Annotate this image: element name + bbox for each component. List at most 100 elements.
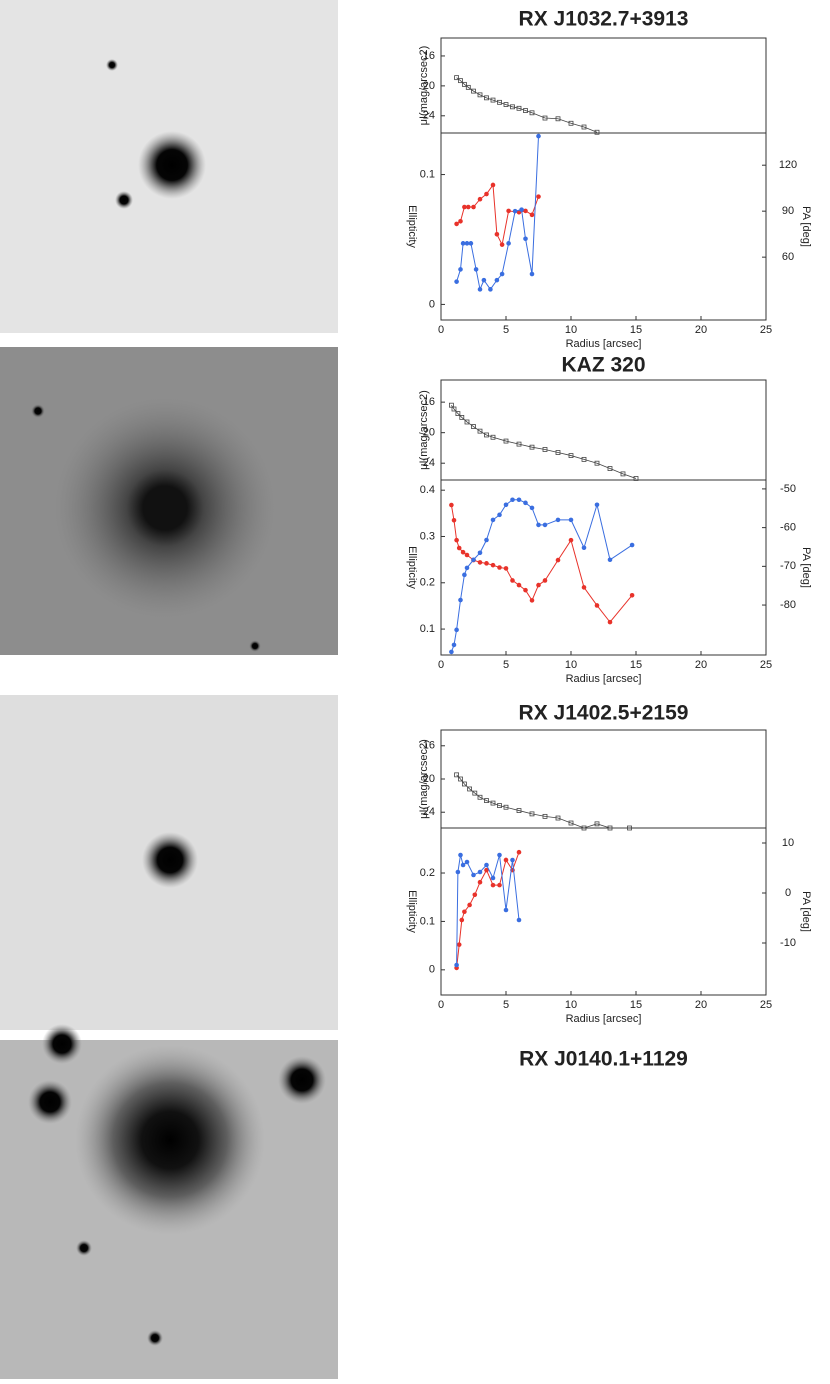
sb-point xyxy=(484,95,489,101)
y-tick-label: 0.2 xyxy=(420,577,435,589)
x-tick-label: 5 xyxy=(503,659,509,671)
sb-point xyxy=(529,811,535,817)
series-point xyxy=(477,287,483,292)
series-point xyxy=(506,241,511,246)
x-tick-label: 25 xyxy=(760,659,772,671)
x-tick-label: 0 xyxy=(438,999,444,1011)
series-point xyxy=(581,545,587,551)
series-point xyxy=(490,517,496,523)
sb-point xyxy=(458,78,463,84)
image-4 xyxy=(0,1024,338,1379)
x-axis-label: Radius [arcsec] xyxy=(566,338,642,350)
sb-point xyxy=(454,772,460,778)
series-point xyxy=(629,592,635,598)
x-tick-label: 5 xyxy=(503,999,509,1011)
sb-point xyxy=(484,432,489,438)
series-point xyxy=(594,502,600,508)
series-point xyxy=(536,582,541,588)
sb-point xyxy=(464,419,470,425)
series-point xyxy=(477,196,483,202)
x-tick-label: 20 xyxy=(695,659,707,671)
sb-point xyxy=(454,75,460,81)
series-point xyxy=(484,561,489,566)
series-point xyxy=(456,545,462,551)
series-point xyxy=(460,862,466,868)
sb-y-tick-label: 16 xyxy=(423,740,435,752)
series-point xyxy=(464,241,470,246)
series-point xyxy=(458,219,463,224)
y2-tick-label: 90 xyxy=(782,205,794,217)
sb-y-axis-label: μI(mag/arcsec2) xyxy=(418,390,430,470)
series-point xyxy=(568,517,574,523)
series-point xyxy=(497,882,502,888)
series-point xyxy=(459,917,465,923)
sb-y-axis-label: μI(mag/arcsec2) xyxy=(418,46,430,126)
sb-y-tick-label: 24 xyxy=(423,457,435,469)
y2-tick-label: -80 xyxy=(780,599,796,611)
series-point xyxy=(510,578,515,583)
series-point xyxy=(484,862,489,868)
series-point xyxy=(464,552,470,558)
sb-point xyxy=(461,81,467,87)
y2-tick-label: -50 xyxy=(780,483,796,495)
sb-point xyxy=(503,438,509,444)
sb-point xyxy=(497,803,502,808)
x-tick-label: 0 xyxy=(438,324,444,336)
panel-title: RX J1402.5+2159 xyxy=(519,702,689,725)
series-point xyxy=(607,557,613,563)
sb-point xyxy=(490,800,496,806)
sb-point xyxy=(455,411,461,416)
series-point xyxy=(467,902,472,908)
series-point xyxy=(519,207,524,212)
y-axis-label: Ellipticity xyxy=(406,890,418,933)
sb-point xyxy=(568,820,574,826)
sb-point xyxy=(620,471,626,477)
image-3 xyxy=(0,695,338,1030)
sb-point xyxy=(594,460,600,466)
series-point xyxy=(494,231,500,237)
series-point xyxy=(555,557,561,563)
y2-tick-label: 60 xyxy=(782,251,794,263)
sb-point xyxy=(451,406,457,412)
series-point xyxy=(523,587,528,593)
series-point xyxy=(510,497,515,503)
sb-point xyxy=(542,115,548,121)
sb-point xyxy=(490,97,496,103)
y-tick-label: 0.2 xyxy=(420,867,435,879)
series-point xyxy=(536,522,541,528)
series-point xyxy=(455,869,461,875)
sb-point xyxy=(607,466,613,471)
series-point xyxy=(449,649,454,655)
y2-tick-label: 120 xyxy=(779,159,797,171)
x-tick-label: 15 xyxy=(630,659,642,671)
series-point xyxy=(523,208,528,214)
sb-point xyxy=(465,84,471,90)
series-point xyxy=(542,522,548,528)
series-point xyxy=(523,236,528,242)
panel-title: RX J0140.1+1129 xyxy=(519,1048,688,1071)
y2-axis-label: PA [deg] xyxy=(800,891,812,932)
plot-frame xyxy=(440,379,767,656)
y2-tick-label: 0 xyxy=(785,887,791,899)
sb-point xyxy=(555,450,561,455)
plot-frame xyxy=(440,37,767,321)
series-point xyxy=(568,537,574,543)
series-point xyxy=(529,271,535,277)
x-tick-label: 0 xyxy=(438,659,444,671)
series-point xyxy=(497,852,502,858)
series-point xyxy=(451,517,457,523)
series-point xyxy=(542,578,548,583)
series-point xyxy=(464,565,470,571)
sb-point xyxy=(627,825,632,831)
series-point xyxy=(454,221,459,227)
sb-point xyxy=(555,116,561,122)
series-point xyxy=(477,550,483,556)
sb-point xyxy=(458,776,463,782)
series-point xyxy=(471,557,476,563)
sb-point xyxy=(503,102,509,107)
sb-point xyxy=(542,447,548,452)
sb-point xyxy=(471,88,476,94)
series-point xyxy=(468,241,474,246)
sb-point xyxy=(594,821,600,827)
